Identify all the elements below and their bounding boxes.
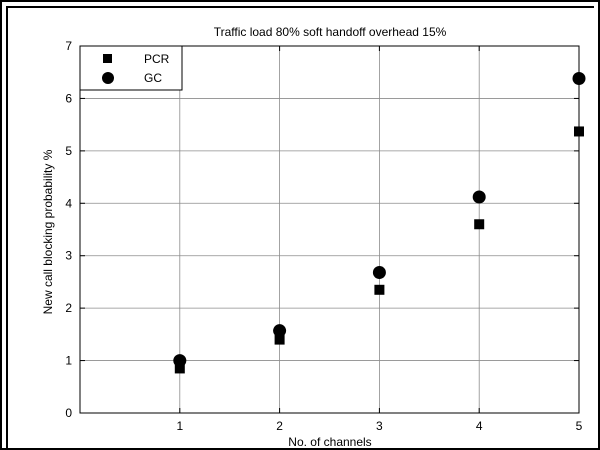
x-axis-label: No. of channels bbox=[288, 435, 371, 449]
pcr-data-point bbox=[374, 284, 385, 295]
y-tick-label: 2 bbox=[65, 301, 72, 315]
figure-inner-frame bbox=[6, 6, 594, 448]
gc-data-point bbox=[273, 324, 287, 338]
x-tick-label: 5 bbox=[576, 419, 583, 433]
plot-border bbox=[79, 45, 580, 414]
x-tick-label: 3 bbox=[376, 419, 383, 433]
legend-square-marker-icon bbox=[103, 54, 112, 63]
y-tick-label: 0 bbox=[65, 406, 72, 420]
legend-box bbox=[79, 45, 183, 91]
y-tick-label: 7 bbox=[65, 39, 72, 53]
y-tick-label: 5 bbox=[65, 144, 72, 158]
x-tick-label: 4 bbox=[476, 419, 483, 433]
gc-data-point bbox=[372, 265, 386, 279]
gc-data-point bbox=[472, 190, 486, 204]
legend-label-gc: GC bbox=[144, 71, 162, 85]
x-tick-label: 1 bbox=[176, 419, 183, 433]
gc-data-point bbox=[173, 354, 187, 368]
pcr-data-point bbox=[174, 363, 185, 374]
y-tick-label: 4 bbox=[65, 196, 72, 210]
pcr-data-point bbox=[474, 219, 485, 230]
pcr-data-point bbox=[274, 334, 285, 345]
plot-area bbox=[79, 45, 580, 414]
y-tick-label: 6 bbox=[65, 91, 72, 105]
y-tick-label: 1 bbox=[65, 354, 72, 368]
x-tick-label: 2 bbox=[276, 419, 283, 433]
y-tick-label: 3 bbox=[65, 249, 72, 263]
legend-label-pcr: PCR bbox=[144, 52, 170, 66]
y-axis-label: New call blocking probability % bbox=[41, 149, 55, 314]
legend: PCR GC bbox=[79, 45, 183, 91]
chart-title: Traffic load 80% soft handoff overhead 1… bbox=[214, 25, 447, 39]
legend-circle-marker-icon bbox=[102, 72, 114, 84]
